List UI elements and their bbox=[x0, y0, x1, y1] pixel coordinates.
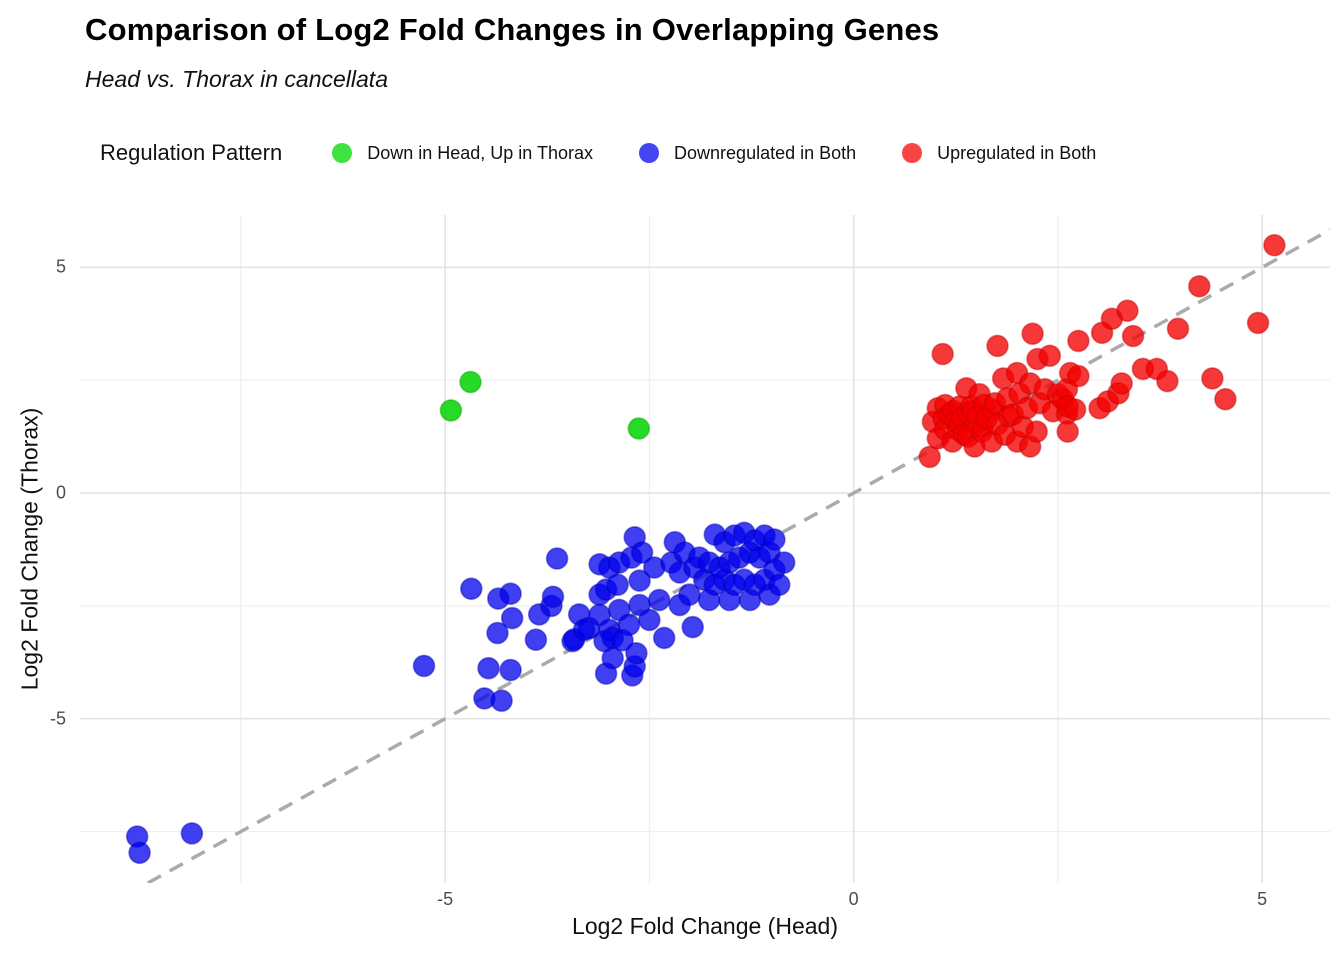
series-red bbox=[918, 233, 1286, 469]
red-dot-icon bbox=[902, 143, 923, 163]
scatter-point bbox=[1201, 367, 1224, 390]
scatter-point bbox=[412, 654, 436, 678]
y-tick-label: -5 bbox=[49, 708, 66, 729]
scatter-point bbox=[638, 608, 661, 632]
x-tick-label: 0 bbox=[848, 889, 859, 909]
scatter-point bbox=[1021, 322, 1044, 345]
scatter-point bbox=[652, 626, 676, 650]
y-tick-label: 5 bbox=[55, 256, 66, 277]
legend-item-label: Down in Head, Up in Thorax bbox=[367, 142, 594, 163]
scatter-point bbox=[1056, 420, 1080, 443]
scatter-point bbox=[1188, 275, 1211, 298]
scatter-point bbox=[1214, 387, 1237, 411]
scatter-point bbox=[128, 841, 151, 865]
scatter-point bbox=[767, 573, 791, 597]
scatter-point bbox=[627, 417, 651, 440]
scatter-point bbox=[1063, 398, 1087, 421]
legend-item-label: Downregulated in Both bbox=[674, 142, 857, 163]
series-blue bbox=[125, 521, 796, 865]
scatter-point bbox=[524, 628, 548, 652]
legend-item-down-head-up-thorax: Down in Head, Up in Thorax bbox=[332, 143, 593, 164]
x-tick-label: -5 bbox=[437, 889, 454, 909]
scatter-point bbox=[477, 656, 500, 680]
scatter-point bbox=[931, 342, 955, 366]
scatter-point bbox=[1067, 364, 1090, 388]
scatter-plot bbox=[80, 215, 1330, 883]
scatter-point bbox=[678, 583, 701, 606]
chart-subtitle: Head vs. Thorax in cancellata bbox=[85, 66, 388, 92]
scatter-point bbox=[763, 528, 786, 551]
scatter-point bbox=[500, 606, 524, 630]
scatter-point bbox=[1121, 324, 1145, 348]
scatter-point bbox=[499, 582, 522, 606]
scatter-point bbox=[986, 334, 1009, 358]
y-axis-title: Log2 Fold Change (Thorax) bbox=[16, 407, 43, 691]
y-tick-label: 0 bbox=[55, 482, 66, 503]
legend-item-downregulated-both: Downregulated in Both bbox=[639, 143, 856, 164]
blue-dot-icon bbox=[639, 143, 660, 163]
x-tick-label: 5 bbox=[1257, 889, 1268, 909]
scatter-point bbox=[681, 615, 705, 639]
scatter-point bbox=[1116, 299, 1139, 322]
scatter-point bbox=[628, 569, 651, 592]
legend-item-label: Upregulated in Both bbox=[937, 142, 1097, 163]
scatter-point bbox=[545, 547, 569, 570]
scatter-point bbox=[459, 577, 483, 601]
scatter-point bbox=[541, 585, 565, 609]
chart-title: Comparison of Log2 Fold Changes in Overl… bbox=[85, 12, 940, 47]
scatter-point bbox=[1246, 311, 1270, 335]
scatter-point bbox=[1110, 372, 1133, 395]
legend-item-upregulated-both: Upregulated in Both bbox=[902, 143, 1096, 164]
scatter-point bbox=[1025, 420, 1049, 443]
scatter-point bbox=[630, 541, 654, 564]
scatter-point bbox=[647, 588, 671, 612]
plot-panel bbox=[80, 215, 1330, 883]
scatter-point bbox=[617, 613, 641, 637]
legend-title: Regulation Pattern bbox=[100, 140, 283, 165]
scatter-point bbox=[486, 621, 509, 645]
scatter-point bbox=[439, 399, 463, 422]
scatter-point bbox=[1166, 317, 1190, 340]
scatter-point bbox=[1038, 344, 1062, 368]
series-green bbox=[439, 370, 651, 440]
legend: Regulation Pattern Down in Head, Up in T… bbox=[100, 134, 1142, 172]
scatter-point bbox=[607, 598, 631, 622]
scatter-point bbox=[625, 641, 648, 665]
scatter-point bbox=[1067, 329, 1090, 353]
scatter-point bbox=[1263, 233, 1286, 257]
green-dot-icon bbox=[332, 143, 353, 163]
scatter-point bbox=[180, 822, 204, 845]
scatter-point bbox=[459, 370, 482, 394]
scatter-point bbox=[1156, 369, 1179, 393]
scatter-point bbox=[490, 689, 513, 713]
x-axis-title: Log2 Fold Change (Head) bbox=[572, 913, 838, 939]
scatter-point bbox=[918, 445, 942, 469]
scatter-point bbox=[772, 551, 796, 574]
scatter-point bbox=[601, 646, 625, 670]
scatter-point bbox=[499, 658, 522, 682]
scatter-point bbox=[606, 573, 629, 597]
